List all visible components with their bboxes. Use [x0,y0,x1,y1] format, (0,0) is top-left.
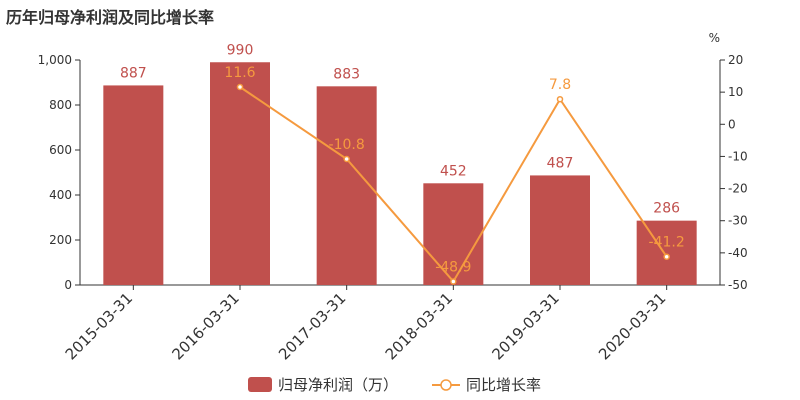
bar [530,175,590,285]
bar [423,183,484,285]
left-tick-label: 200 [49,233,72,247]
x-tick-label: 2016-03-31 [168,289,242,363]
legend-bar-swatch [248,377,272,392]
bar-value-label: 487 [547,155,574,171]
labels-layer: 887 990 883 452 487 286 11.6 -10.8 -48.9 7.8 -41.2 [120,42,685,275]
bars-layer [103,62,697,285]
legend[interactable]: 归母净利润（万） 同比增长率 [248,376,541,394]
x-tick-label: 2018-03-31 [382,289,456,363]
bar-value-label: 452 [440,163,467,179]
left-tick-label: 800 [49,98,72,112]
line-value-label: -48.9 [435,259,471,275]
right-tick-label: -50 [728,278,748,292]
x-tick-label: 2017-03-31 [275,289,349,363]
bar-value-label: 887 [120,65,147,81]
legend-line-label: 同比增长率 [466,376,541,394]
bar [103,85,164,285]
line-layer [236,83,670,285]
line-value-label: -10.8 [329,137,365,153]
line-point [236,83,244,91]
line-point [450,278,457,285]
left-tick-label: 0 [64,278,72,292]
x-tick-label: 2020-03-31 [595,289,669,363]
bar [636,220,697,285]
bar [316,86,377,285]
right-tick-label: -40 [728,246,748,260]
line-value-label: 7.8 [549,77,571,93]
line-point [556,95,564,103]
line-value-label: -41.2 [649,235,685,251]
right-tick-label: 10 [728,85,743,99]
bar [210,62,270,285]
bar-value-label: 286 [653,201,680,217]
bar-value-label: 990 [227,42,254,58]
chart-title: 历年归母净利润及同比增长率 [6,8,215,27]
right-tick-label: -10 [728,149,748,163]
line-point [663,253,670,260]
left-tick-label: 600 [49,143,72,157]
right-tick-label: 20 [728,53,743,67]
right-tick-label: 0 [728,117,736,131]
left-tick-label: 1,000 [38,53,72,67]
right-tick-label: -30 [728,214,748,228]
legend-bar-label: 归母净利润（万） [278,376,398,394]
right-axis-unit: % [709,31,720,45]
line-point [343,155,350,163]
x-tick-label: 2015-03-31 [62,289,136,363]
line-value-label: 11.6 [224,65,255,81]
legend-line-marker [440,379,452,391]
bar-value-label: 883 [333,66,360,82]
right-tick-label: -20 [728,182,748,196]
x-tick-label: 2019-03-31 [488,289,562,363]
left-tick-label: 400 [49,188,72,202]
